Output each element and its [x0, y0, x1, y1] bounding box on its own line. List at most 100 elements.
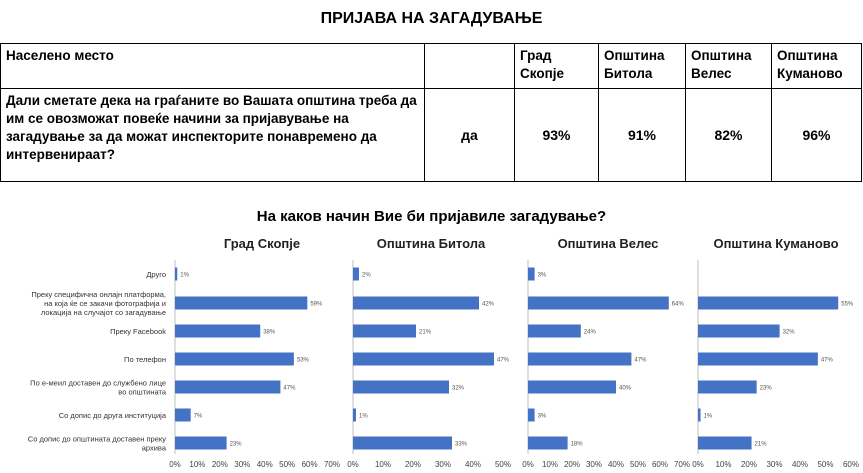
bar [528, 436, 568, 450]
data-label: 47% [283, 386, 296, 392]
category-label: Со допис до друга институција [59, 411, 167, 420]
x-tick-label: 50% [279, 460, 295, 469]
category-label: По е-меил доставен до службено лице [30, 379, 166, 388]
data-label: 32% [452, 386, 465, 392]
bar [175, 296, 308, 310]
panel-title: Општина Битола [377, 236, 486, 251]
data-label: 1% [359, 414, 368, 420]
data-label: 3% [538, 273, 547, 279]
x-tick-label: 30% [234, 460, 250, 469]
category-label: По телефон [124, 355, 166, 364]
data-label: 47% [634, 358, 647, 364]
bar [353, 408, 356, 422]
x-tick-label: 10% [715, 460, 731, 469]
data-label: 33% [455, 442, 468, 448]
header-cell-veles: Општина Велес [685, 43, 772, 89]
charts-svg: Друго Преку специфична онлајн платформа,н… [28, 236, 859, 469]
data-label: 32% [783, 330, 796, 336]
x-tick-label: 0% [347, 460, 359, 469]
x-tick-label: 50% [630, 460, 646, 469]
value-cell-skopje: 93% [514, 88, 599, 182]
category-label: во општината [118, 388, 167, 397]
bar [353, 380, 449, 394]
bar [528, 352, 632, 366]
x-tick-label: 20% [212, 460, 228, 469]
x-tick-label: 50% [817, 460, 833, 469]
data-label: 53% [297, 358, 310, 364]
bar [175, 408, 191, 422]
bar [353, 267, 359, 281]
data-label: 18% [571, 442, 584, 448]
header-cell-place: Населено место [0, 43, 425, 89]
bar [528, 408, 535, 422]
data-label: 47% [821, 358, 834, 364]
panel-title: Општина Велес [558, 236, 659, 251]
x-tick-label: 70% [324, 460, 340, 469]
bar [698, 324, 780, 338]
data-label: 7% [194, 414, 203, 420]
category-label: Преку специфична онлајн платформа, [31, 290, 166, 299]
bar [353, 436, 452, 450]
header-cell-skopje: Град Скопје [514, 43, 599, 89]
x-tick-label: 0% [692, 460, 704, 469]
data-label: 23% [230, 442, 243, 448]
bar [353, 352, 494, 366]
data-label: 1% [180, 273, 189, 279]
data-label: 59% [310, 302, 323, 308]
data-label: 55% [841, 302, 854, 308]
x-tick-label: 20% [405, 460, 421, 469]
bar [698, 436, 752, 450]
bar [175, 436, 227, 450]
answer-cell: да [424, 88, 515, 182]
x-tick-label: 0% [169, 460, 181, 469]
bar [698, 380, 757, 394]
x-tick-label: 60% [302, 460, 318, 469]
bar [698, 352, 818, 366]
panel-title: Општина Куманово [713, 236, 838, 251]
x-tick-label: 30% [766, 460, 782, 469]
category-label: локација на случајот со загадување [41, 308, 166, 317]
x-tick-label: 60% [843, 460, 859, 469]
header-cell-kumanovo: Општина Куманово [771, 43, 862, 89]
x-tick-label: 30% [586, 460, 602, 469]
data-label: 47% [497, 358, 510, 364]
table-header-row: Населено место Град Скопје Општина Битол… [0, 43, 862, 89]
x-tick-label: 40% [257, 460, 273, 469]
data-label: 21% [755, 442, 768, 448]
category-label: на која ќе се закачи фотографија и [44, 299, 166, 308]
x-tick-label: 40% [608, 460, 624, 469]
data-label: 24% [584, 330, 597, 336]
header-cell-bitola: Општина Битола [598, 43, 686, 89]
x-tick-label: 10% [189, 460, 205, 469]
bar [353, 296, 479, 310]
bar [528, 380, 616, 394]
data-label: 3% [538, 414, 547, 420]
header-cell-answer [424, 43, 515, 89]
data-label: 1% [704, 414, 713, 420]
x-tick-label: 20% [741, 460, 757, 469]
bar [528, 324, 581, 338]
data-label: 38% [263, 330, 276, 336]
bar [175, 380, 281, 394]
value-cell-veles: 82% [685, 88, 772, 182]
x-tick-label: 20% [564, 460, 580, 469]
x-tick-label: 70% [674, 460, 690, 469]
summary-table: Населено место Град Скопје Општина Битол… [0, 43, 862, 182]
bar [528, 296, 669, 310]
x-tick-label: 10% [375, 460, 391, 469]
bar [528, 267, 535, 281]
x-tick-label: 50% [495, 460, 511, 469]
bar [175, 324, 261, 338]
x-tick-label: 30% [435, 460, 451, 469]
data-label: 23% [760, 386, 773, 392]
bar [698, 408, 701, 422]
x-tick-label: 40% [465, 460, 481, 469]
table-row: Дали сметате дека на граѓаните во Вашата… [0, 88, 862, 182]
data-label: 21% [419, 330, 432, 336]
category-label: Друго [146, 270, 166, 279]
data-label: 64% [672, 302, 685, 308]
value-cell-bitola: 91% [598, 88, 686, 182]
data-label: 40% [619, 386, 632, 392]
question-cell: Дали сметате дека на граѓаните во Вашата… [0, 88, 425, 182]
bar [353, 324, 416, 338]
